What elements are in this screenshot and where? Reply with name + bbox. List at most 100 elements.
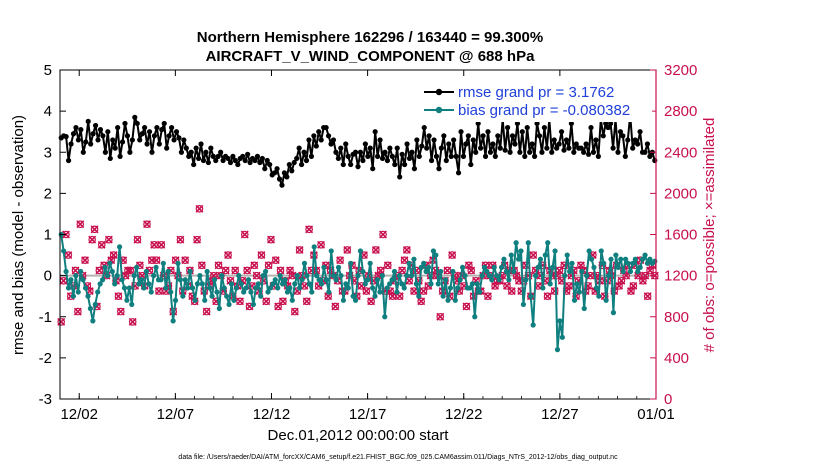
- rmse-point: [595, 153, 601, 159]
- bias-point: [564, 252, 570, 258]
- rmse-point: [404, 141, 410, 147]
- obs-possible-point: [224, 251, 232, 259]
- bias-point: [442, 277, 449, 283]
- bias-point: [542, 252, 548, 258]
- rmse-point: [436, 166, 442, 172]
- obs-possible-point: [157, 240, 166, 249]
- obs-possible-point: [343, 246, 352, 254]
- rmse-point: [497, 145, 503, 151]
- bias-point: [513, 240, 519, 246]
- obs-possible-point: [257, 251, 266, 259]
- y-right-tick-label: 2000: [664, 185, 697, 202]
- bias-point: [608, 256, 614, 262]
- bias-point: [365, 277, 371, 283]
- rmse-point: [554, 145, 560, 151]
- bias-point: [304, 273, 310, 279]
- obs-possible-point: [448, 251, 456, 259]
- rmse-point: [357, 149, 364, 155]
- rmse-point: [561, 147, 567, 153]
- rmse-point: [65, 157, 72, 164]
- obs-assimilated-point: [379, 230, 387, 239]
- bias-point: [243, 285, 249, 291]
- rmse-point: [132, 114, 138, 120]
- bias-point: [126, 285, 132, 291]
- y-tick-label: 0: [44, 268, 52, 285]
- bias-point: [73, 273, 79, 279]
- rmse-point: [348, 161, 354, 168]
- obs-possible-point: [295, 246, 304, 254]
- obs-possible-point: [629, 282, 638, 290]
- obs-possible-point: [307, 266, 316, 275]
- bias-point: [314, 273, 320, 279]
- bias-point: [146, 281, 152, 287]
- obs-assimilated-point: [90, 225, 99, 234]
- bias-point: [82, 285, 89, 291]
- bias-point: [418, 264, 424, 270]
- obs-possible-point: [74, 307, 82, 316]
- rmse-point: [176, 135, 182, 141]
- obs-assimilated-point: [76, 220, 85, 229]
- rmse-point: [119, 139, 126, 145]
- rmse-point: [635, 141, 641, 147]
- rmse-point: [468, 161, 474, 168]
- obs-possible-point: [560, 261, 569, 270]
- bias-point: [275, 285, 281, 291]
- rmse-point: [502, 147, 508, 153]
- obs-possible-point: [403, 246, 411, 254]
- obs-possible-point: [367, 297, 375, 306]
- rmse-point: [205, 159, 211, 166]
- rmse-point: [549, 149, 555, 155]
- rmse-point: [615, 149, 621, 155]
- rmse-point: [600, 133, 606, 139]
- rmse-point: [541, 124, 548, 131]
- bias-point: [394, 289, 400, 295]
- bias-point: [496, 277, 502, 283]
- obs-assimilated-point: [154, 287, 163, 296]
- rmse-point: [367, 145, 373, 151]
- rmse-point: [590, 149, 597, 155]
- bias-point: [579, 268, 585, 275]
- bias-point: [486, 273, 492, 279]
- rmse-point: [161, 120, 167, 127]
- obs-assimilated-point: [507, 287, 516, 296]
- y-tick-label: -2: [39, 350, 52, 367]
- rmse-point: [377, 137, 383, 143]
- rmse-point: [142, 124, 148, 131]
- rmse-point: [330, 137, 337, 143]
- obs-assimilated-point: [276, 266, 285, 275]
- rmse-point: [286, 161, 292, 168]
- obs-assimilated-point: [88, 235, 97, 244]
- obs-assimilated-point: [264, 261, 273, 270]
- obs-possible-point: [95, 266, 104, 275]
- rmse-point: [232, 157, 238, 164]
- bias-point: [262, 268, 269, 275]
- bias-point: [610, 310, 617, 316]
- obs-possible-point: [198, 261, 206, 270]
- obs-assimilated-point: [336, 256, 345, 265]
- rmse-point: [289, 168, 295, 174]
- bias-point: [635, 268, 641, 275]
- obs-possible-point: [133, 235, 142, 244]
- bias-point: [515, 256, 522, 262]
- y-tick-label: 1: [44, 227, 52, 244]
- rmse-point: [272, 170, 278, 176]
- bias-point: [428, 281, 434, 287]
- bias-point: [622, 256, 629, 262]
- bias-point: [107, 260, 113, 266]
- obs-assimilated-point: [150, 240, 159, 249]
- y-axis-ticks: -3 -2 -1 0 1 2 3 4 5: [39, 62, 66, 408]
- rmse-point: [571, 149, 577, 155]
- obs-possible-point: [97, 240, 106, 249]
- obs-possible-point: [81, 256, 89, 265]
- obs-possible-point: [565, 282, 573, 290]
- obs-possible-point: [362, 287, 371, 295]
- obs-possible-point: [400, 256, 409, 265]
- bias-point: [238, 281, 244, 287]
- bias-point: [382, 314, 388, 320]
- rmse-point: [647, 153, 653, 159]
- obs-possible-point: [336, 256, 344, 265]
- bias-point: [134, 264, 140, 270]
- rmse-point: [159, 127, 165, 133]
- rmse-point: [536, 133, 543, 139]
- bias-point: [297, 285, 303, 291]
